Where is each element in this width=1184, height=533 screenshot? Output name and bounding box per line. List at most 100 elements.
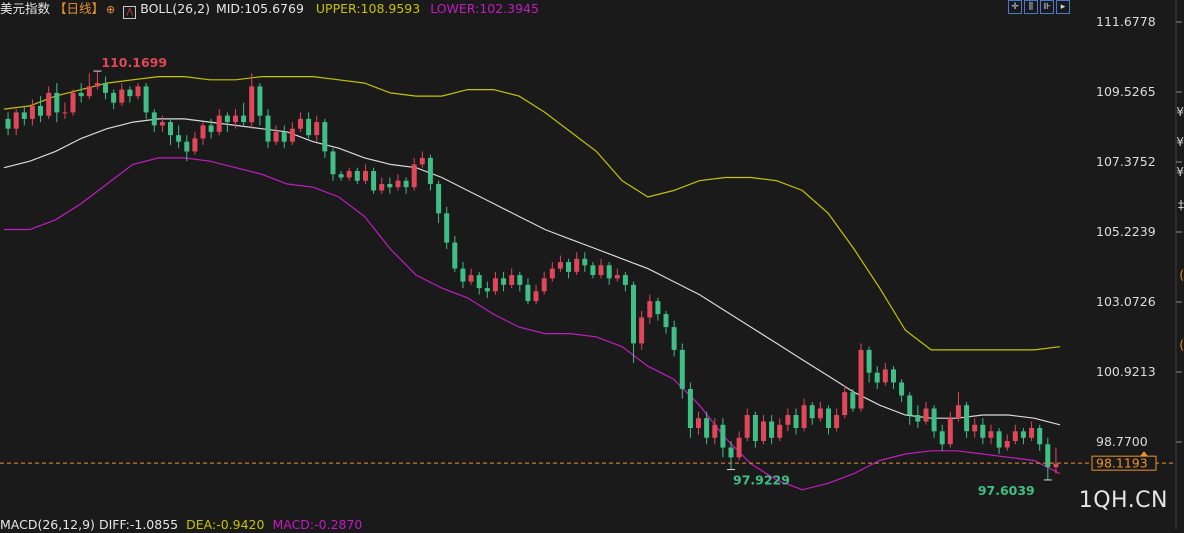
symbol-name[interactable]: 美元指数 xyxy=(0,1,51,16)
candle-body xyxy=(411,164,417,188)
candle-body xyxy=(988,431,994,438)
boll-lower-line xyxy=(4,157,1061,491)
candle-body xyxy=(70,92,76,113)
indicator-icon[interactable]: ⊪ xyxy=(1040,0,1054,14)
candle-body xyxy=(395,180,401,188)
candle-body xyxy=(94,83,100,87)
y-tick-label: 107.3752 xyxy=(1096,154,1156,169)
candle-body xyxy=(363,171,368,181)
candle-body xyxy=(801,405,807,428)
candle-body xyxy=(346,171,352,178)
candle-body xyxy=(501,278,507,285)
candle-body xyxy=(972,424,978,432)
candle-body xyxy=(403,180,409,188)
y-tick-label: 105.2239 xyxy=(1096,224,1156,239)
candle-body xyxy=(29,105,35,119)
candle-body xyxy=(704,418,710,438)
watermark: 1QH.CN xyxy=(1078,488,1168,513)
side-label-1: ¥ xyxy=(1176,105,1184,119)
candle-body xyxy=(298,118,303,129)
candle-body xyxy=(338,174,344,178)
y-tick-label: 111.6778 xyxy=(1096,14,1156,29)
candle-body xyxy=(233,115,238,123)
boll-upper-value: UPPER:108.9593 xyxy=(315,1,421,16)
candle-body xyxy=(744,415,750,438)
candle-body xyxy=(923,408,929,422)
candle-body xyxy=(249,86,255,123)
candle-body xyxy=(541,278,547,292)
candle-body xyxy=(436,184,442,214)
candle-body xyxy=(955,405,961,419)
candle-body xyxy=(1037,428,1043,445)
candle-body xyxy=(111,92,117,103)
candle-body xyxy=(13,112,19,129)
candle-body xyxy=(216,115,222,132)
candle-body xyxy=(590,265,596,276)
candle-body xyxy=(460,268,466,282)
candle-body xyxy=(574,258,580,272)
next-icon[interactable]: ▸ xyxy=(1056,0,1070,14)
candle-body xyxy=(582,258,588,266)
candle-body xyxy=(752,415,758,441)
candle-body xyxy=(834,415,840,428)
candle-body xyxy=(127,89,133,97)
candle-body xyxy=(265,115,271,142)
candle-body xyxy=(826,408,831,428)
candle-body xyxy=(793,415,799,428)
candle-body xyxy=(964,405,970,432)
candle-body xyxy=(314,122,320,136)
candle-view-icon[interactable]: ⫼ xyxy=(1024,0,1038,14)
candle-body xyxy=(103,83,108,93)
candle-body xyxy=(947,418,953,445)
candle-body xyxy=(931,408,937,432)
candle-body xyxy=(192,138,198,152)
candle-body xyxy=(606,265,612,279)
candle-body xyxy=(379,184,385,191)
side-label-5: ( xyxy=(1179,268,1184,282)
candle-body xyxy=(1029,428,1035,438)
candle-body xyxy=(850,392,856,409)
candle-body xyxy=(62,112,68,114)
candle-body xyxy=(224,115,230,123)
candle-body xyxy=(639,317,645,344)
candle-body xyxy=(817,408,823,419)
candle-body xyxy=(509,275,515,285)
chart-header: 美元指数 【日线】 ⊕ ⋀ BOLL(26,2) MID:105.6769 UPPER:1… xyxy=(0,0,543,19)
candle-body xyxy=(622,275,628,285)
candle-body xyxy=(533,291,539,302)
candle-body xyxy=(866,349,872,373)
candle-body xyxy=(728,447,734,458)
candle-body xyxy=(135,86,141,97)
candle-body xyxy=(525,284,531,302)
candle-body xyxy=(566,262,571,272)
candle-body xyxy=(809,405,815,419)
boll-upper-line xyxy=(3,75,1061,351)
period-label[interactable]: 【日线】 xyxy=(54,1,105,16)
candle-body xyxy=(842,392,848,415)
candle-body xyxy=(712,424,718,438)
candle-body xyxy=(785,415,791,425)
candle-body xyxy=(598,265,604,276)
candle-body xyxy=(980,424,986,438)
candle-body xyxy=(119,89,125,103)
candle-body xyxy=(159,122,165,126)
candle-body xyxy=(184,141,190,152)
side-label-6: ( xyxy=(1179,338,1184,352)
candle-body xyxy=(679,349,685,389)
crosshair-icon[interactable]: ✛ xyxy=(1008,0,1022,14)
candle-body xyxy=(720,424,726,448)
candle-body xyxy=(21,112,27,119)
macd-diff: DIFF:-1.0855 xyxy=(98,517,179,532)
add-icon[interactable]: ⊕ xyxy=(106,3,116,16)
candle-body xyxy=(419,157,425,165)
current-price-label: 98.1193 xyxy=(1096,456,1148,471)
side-label-3: ¥ xyxy=(1176,165,1184,179)
candle-body xyxy=(858,349,864,409)
candle-body xyxy=(54,92,60,113)
candle-body xyxy=(517,275,523,285)
candle-body xyxy=(1045,444,1051,468)
macd-label: MACD(26,12,9) xyxy=(0,517,95,532)
candle-body xyxy=(452,242,458,269)
boll-indicator-icon[interactable]: ⋀ xyxy=(123,6,137,19)
